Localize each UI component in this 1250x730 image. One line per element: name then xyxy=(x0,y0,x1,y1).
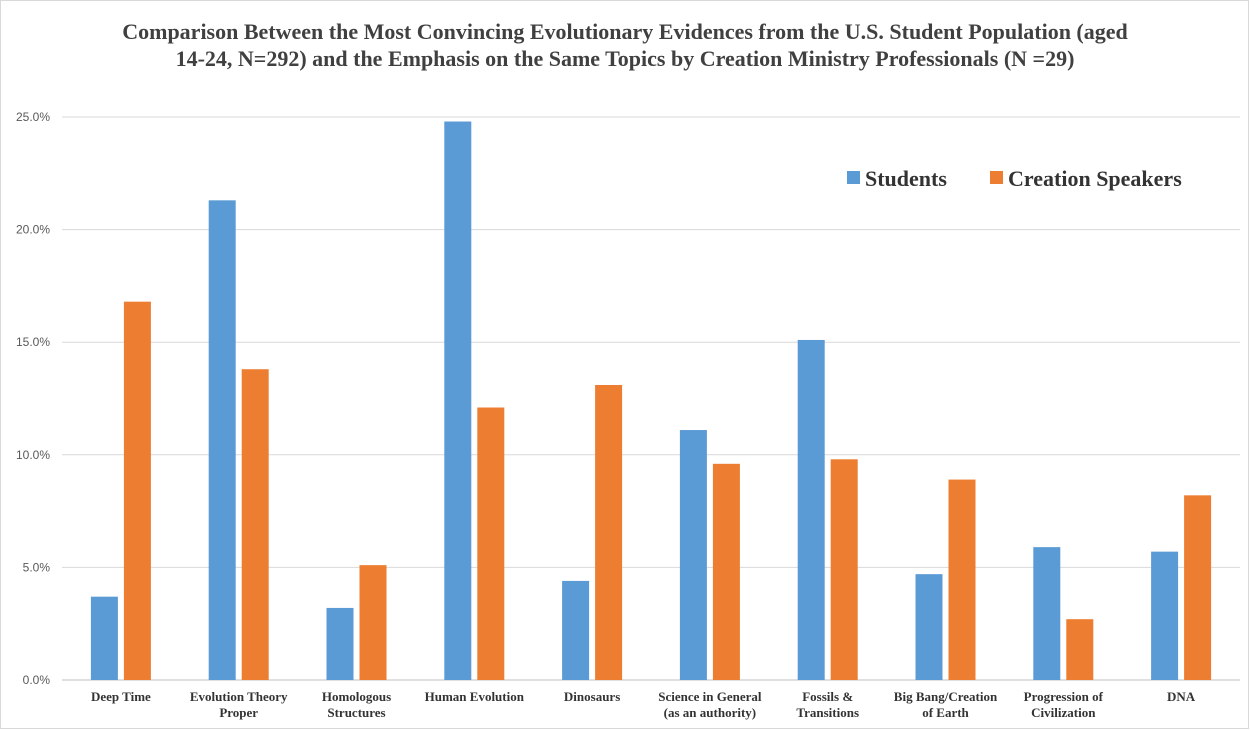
bar-creation-speakers xyxy=(712,463,740,680)
bar-creation-speakers xyxy=(1066,619,1094,680)
bar-creation-speakers xyxy=(830,459,858,680)
bar-creation-speakers xyxy=(241,369,269,680)
x-tick-label: Deep Time xyxy=(91,689,151,704)
bar-creation-speakers xyxy=(595,384,623,680)
bar-creation-speakers xyxy=(477,407,505,680)
bar-students xyxy=(1033,547,1061,680)
bar-students xyxy=(797,339,825,680)
y-tick-label: 0.0% xyxy=(23,673,51,687)
legend: Students Creation Speakers xyxy=(847,166,1182,191)
y-axis: 0.0% 5.0% 10.0% 15.0% 20.0% 25.0% xyxy=(16,110,50,687)
y-tick-label: 5.0% xyxy=(23,560,51,574)
legend-swatch xyxy=(847,171,860,184)
bar-students xyxy=(679,430,707,680)
bar-creation-speakers xyxy=(123,301,151,680)
x-tick-label: Human Evolution xyxy=(425,689,525,704)
bar-students xyxy=(562,580,590,680)
bar-creation-speakers xyxy=(359,565,387,680)
x-axis: Deep Time Evolution Theory Proper Homologou… xyxy=(91,689,1196,720)
bar-students xyxy=(90,596,118,680)
chart-title: Comparison Between the Most Convincing E… xyxy=(122,19,1128,71)
x-tick-label: Homologous Structures xyxy=(322,689,391,720)
bar-students xyxy=(208,200,236,680)
y-tick-label: 10.0% xyxy=(16,448,50,462)
x-tick-label: Fossils & Transitions xyxy=(796,689,859,720)
y-tick-label: 25.0% xyxy=(16,110,50,124)
bar-students xyxy=(326,607,354,680)
legend-swatch xyxy=(990,171,1003,184)
x-tick-label: Evolution Theory Proper xyxy=(190,689,288,720)
y-tick-label: 20.0% xyxy=(16,223,50,237)
bar-students xyxy=(444,121,472,680)
bar-creation-speakers xyxy=(1184,495,1212,680)
legend-label: Creation Speakers xyxy=(1008,166,1182,191)
gridlines xyxy=(62,116,1240,681)
legend-label: Students xyxy=(865,166,947,191)
x-tick-label: Big Bang/Creation of Earth xyxy=(894,689,998,720)
x-tick-label: Progression of Civilization xyxy=(1024,689,1104,720)
bars xyxy=(90,121,1212,680)
x-tick-label: Science in General (as an authority) xyxy=(658,689,762,720)
bar-students xyxy=(1151,551,1179,680)
x-tick-label: Dinosaurs xyxy=(564,689,620,704)
x-tick-label: DNA xyxy=(1167,689,1196,704)
y-tick-label: 15.0% xyxy=(16,335,50,349)
bar-creation-speakers xyxy=(948,479,976,680)
bar-students xyxy=(915,574,943,680)
